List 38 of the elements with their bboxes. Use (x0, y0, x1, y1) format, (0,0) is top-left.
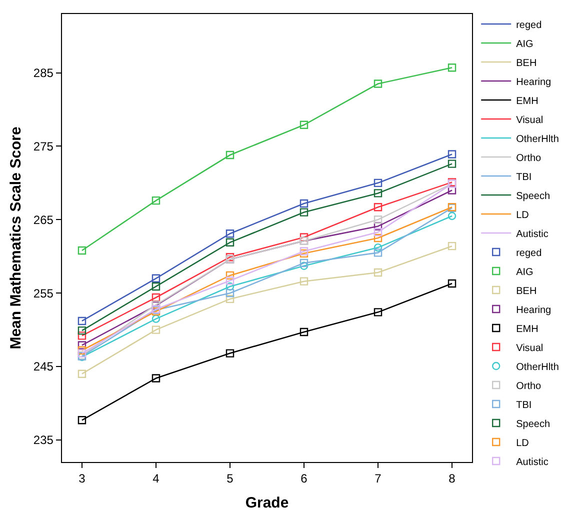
legend-label: AIG (516, 266, 534, 278)
legend-label: OtherHlth (516, 362, 559, 373)
legend-label: Speech (516, 190, 550, 202)
text: AIG (516, 38, 534, 50)
legend-label: EMH (516, 324, 538, 335)
legend-label: Visual (516, 342, 544, 354)
legend-label: BEH (516, 286, 537, 297)
text: reged (516, 20, 542, 31)
y-tick-label: 265 (33, 212, 54, 227)
x-tick-label: 4 (152, 472, 160, 486)
legend-label: Autistic (516, 228, 548, 240)
y-tick-label: 235 (33, 433, 54, 448)
text: TBI (516, 400, 532, 411)
text: OtherHlth (516, 134, 559, 145)
legend-label: Hearing (516, 304, 552, 316)
x-tick-label: 8 (448, 472, 456, 486)
x-tick-label: 5 (226, 472, 234, 486)
x-tick-label: 6 (300, 472, 308, 486)
y-tick-label: 245 (33, 360, 54, 374)
text: BEH (516, 58, 537, 69)
text: LD (516, 438, 529, 449)
text: Autistic (516, 456, 548, 468)
legend-label: Ortho (516, 152, 542, 164)
text: Ortho (516, 380, 542, 392)
legend-label: TBI (516, 172, 532, 183)
x-tick-label: 7 (374, 472, 382, 486)
text: Speech (516, 418, 550, 430)
text: Hearing (516, 76, 552, 88)
legend-label: LD (516, 210, 529, 221)
text: EMH (516, 96, 538, 107)
text: Visual (516, 114, 544, 126)
y-tick-label: 275 (33, 139, 54, 154)
x-axis-title: Grade (245, 494, 289, 512)
y-tick-label: 255 (33, 286, 54, 300)
y-axis-title: Mean Mathematics Scale Score (8, 126, 25, 350)
legend-label: reged (516, 248, 542, 259)
x-tick-label: 3 (78, 472, 86, 486)
y-tick-label: 285 (33, 66, 54, 80)
